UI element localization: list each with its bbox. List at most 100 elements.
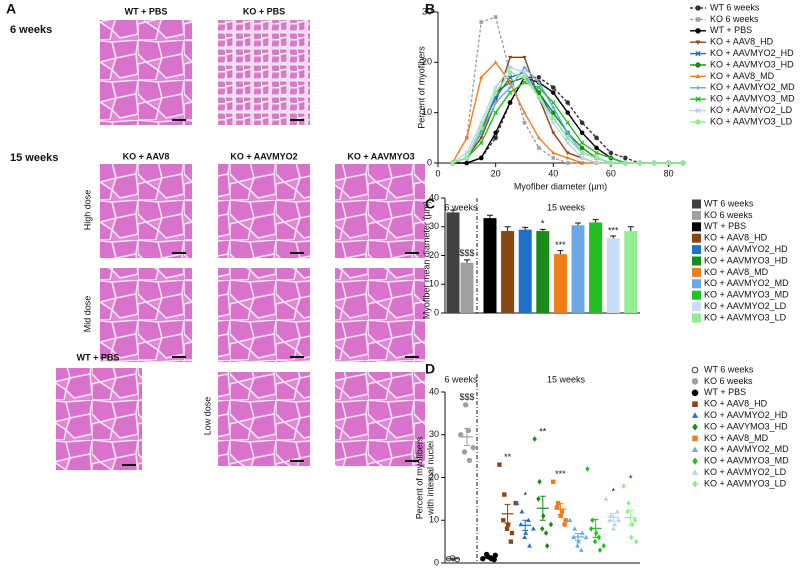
marker xyxy=(565,131,570,135)
histology-image xyxy=(218,164,310,258)
marker xyxy=(522,120,527,125)
significance: ** xyxy=(539,426,547,436)
significance: *** xyxy=(608,225,619,235)
marker xyxy=(530,526,536,531)
legend-label: KO + AAVMYO3_MD xyxy=(710,94,795,104)
marker xyxy=(623,155,628,161)
marker xyxy=(537,146,541,150)
legend-label: KO + AAVMYO2_HD xyxy=(704,410,788,420)
bar xyxy=(446,212,460,313)
marker xyxy=(536,135,541,140)
bar xyxy=(589,222,603,313)
y-tick-label: 20 xyxy=(422,57,432,67)
marker xyxy=(576,538,581,544)
legend-marker xyxy=(695,17,701,22)
marker xyxy=(479,20,484,24)
marker xyxy=(594,150,599,156)
marker xyxy=(583,534,589,540)
marker xyxy=(478,155,484,161)
histology-image xyxy=(100,20,192,125)
y-tick-label: 0 xyxy=(434,557,439,567)
marker xyxy=(594,135,599,141)
marker xyxy=(629,534,634,541)
x-tick-label: 20 xyxy=(491,168,501,178)
legend-swatch xyxy=(692,199,701,209)
marker xyxy=(592,538,598,545)
legend-label: KO + AAV8_MD xyxy=(704,433,769,443)
significance: *** xyxy=(555,240,566,250)
marker xyxy=(544,543,550,549)
marker xyxy=(493,100,498,105)
legend-label: WT 6 weeks xyxy=(704,364,754,374)
legend-label: KO + AAVMYO2_LD xyxy=(704,467,787,477)
y-tick-label: 20 xyxy=(429,472,439,482)
marker xyxy=(536,496,541,502)
row-label: High dose xyxy=(82,190,92,231)
marker xyxy=(550,90,556,95)
legend-swatch xyxy=(692,290,701,300)
error-bar xyxy=(575,222,581,226)
column-title: KO + AAV8 xyxy=(123,151,170,161)
y-axis-label: Percent of myofibers xyxy=(416,46,426,129)
marker xyxy=(608,155,614,161)
x-tick-label: 80 xyxy=(664,168,674,178)
legend-swatch xyxy=(692,256,701,266)
marker xyxy=(651,160,657,166)
marker xyxy=(565,110,571,115)
marker xyxy=(579,145,585,151)
column-title: WT + PBS xyxy=(77,352,120,362)
legend-marker xyxy=(692,457,698,465)
y-tick-label: 30 xyxy=(429,429,439,439)
marker xyxy=(497,462,502,467)
y-axis-label: Percent of myofibers xyxy=(414,436,424,519)
marker xyxy=(478,125,484,131)
marker xyxy=(522,75,527,80)
legend-marker xyxy=(695,28,701,34)
marker xyxy=(478,140,484,146)
marker xyxy=(450,160,455,166)
error-bar xyxy=(592,518,599,538)
legend-marker xyxy=(695,50,701,57)
histology-image xyxy=(335,164,425,258)
marker xyxy=(493,135,498,141)
error-bar xyxy=(464,427,470,446)
column-title: KO + PBS xyxy=(243,6,285,16)
bar xyxy=(536,231,550,313)
marker xyxy=(522,55,527,60)
legend-label: KO + AAVYMO3_HD xyxy=(704,421,788,431)
marker xyxy=(565,100,571,105)
x-tick-label: 40 xyxy=(548,168,558,178)
marker xyxy=(601,543,606,549)
histology-image xyxy=(100,268,192,362)
legend-label: KO + AAV8_HD xyxy=(710,37,774,47)
legend-label: KO 6 weeks xyxy=(704,376,753,386)
y-tick-label: 40 xyxy=(429,386,439,396)
legend-marker xyxy=(692,401,698,407)
legend-marker xyxy=(692,435,698,442)
panel-a: A 6 weeks WT + PBS KO + PBS 15 weeks KO … xyxy=(6,1,425,470)
x-axis-label: Myofiber diameter (µm) xyxy=(514,181,607,191)
error-bar xyxy=(487,214,493,219)
x-tick-label: 60 xyxy=(606,168,616,178)
legend-label: KO + AAVMYO3_LD xyxy=(710,116,793,126)
significance: $$$ xyxy=(459,248,474,258)
marker xyxy=(551,479,556,484)
panel-label: A xyxy=(6,1,16,17)
marker xyxy=(565,155,570,160)
marker xyxy=(536,95,542,100)
error-bar xyxy=(504,226,511,232)
marker xyxy=(575,543,580,548)
marker xyxy=(464,155,470,161)
bar xyxy=(606,238,620,313)
marker xyxy=(565,140,571,146)
histology-image xyxy=(335,268,425,362)
error-bar xyxy=(522,519,529,532)
marker xyxy=(458,432,464,438)
legend-swatch xyxy=(692,233,701,243)
error-bar xyxy=(610,235,617,239)
legend-label: WT 6 weeks xyxy=(704,198,754,208)
panel-label: B xyxy=(425,1,435,17)
y-tick-label: 30 xyxy=(422,6,432,16)
marker xyxy=(480,556,486,562)
marker xyxy=(509,530,515,536)
